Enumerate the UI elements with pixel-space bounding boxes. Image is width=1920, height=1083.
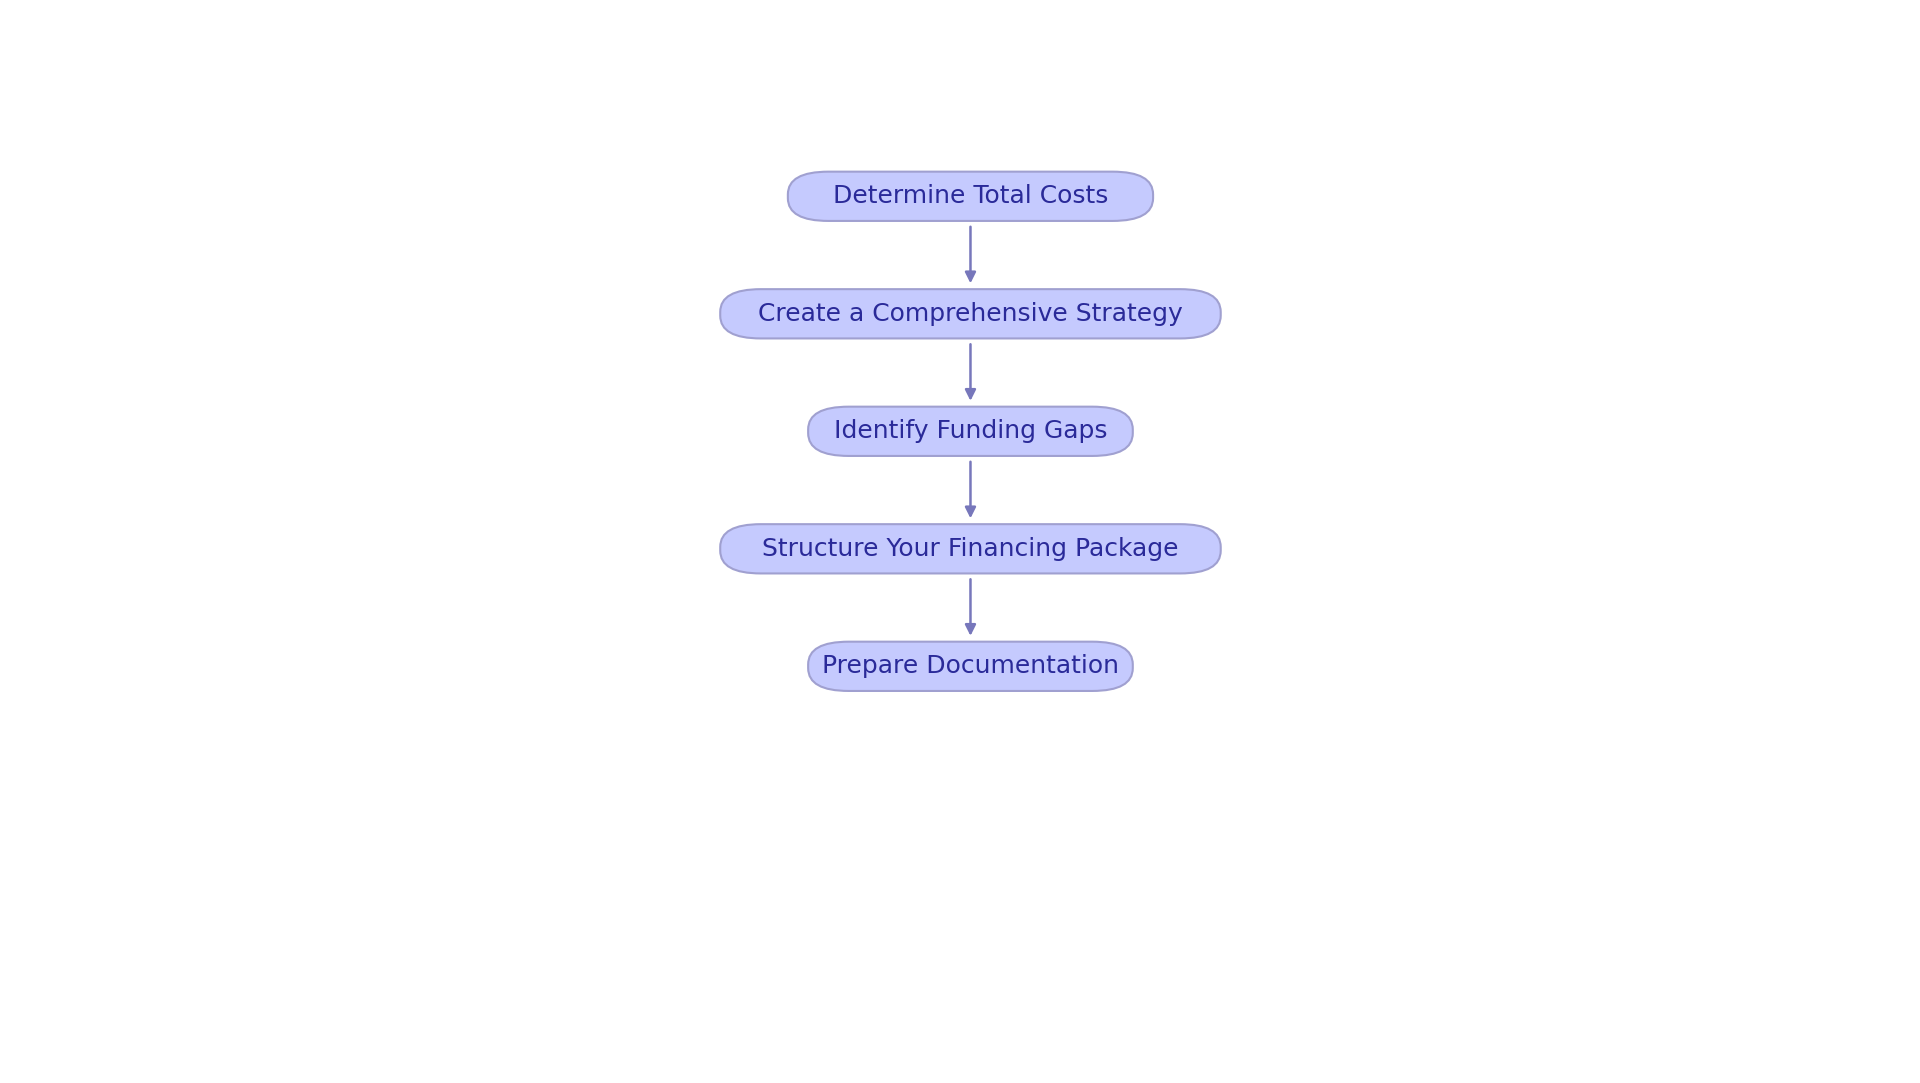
- Text: Identify Funding Gaps: Identify Funding Gaps: [833, 419, 1108, 443]
- FancyBboxPatch shape: [808, 407, 1133, 456]
- FancyBboxPatch shape: [808, 641, 1133, 691]
- Text: Structure Your Financing Package: Structure Your Financing Package: [762, 537, 1179, 561]
- Text: Create a Comprehensive Strategy: Create a Comprehensive Strategy: [758, 302, 1183, 326]
- Text: Determine Total Costs: Determine Total Costs: [833, 184, 1108, 208]
- FancyBboxPatch shape: [720, 524, 1221, 574]
- FancyBboxPatch shape: [720, 289, 1221, 338]
- FancyBboxPatch shape: [787, 172, 1154, 221]
- Text: Prepare Documentation: Prepare Documentation: [822, 654, 1119, 678]
